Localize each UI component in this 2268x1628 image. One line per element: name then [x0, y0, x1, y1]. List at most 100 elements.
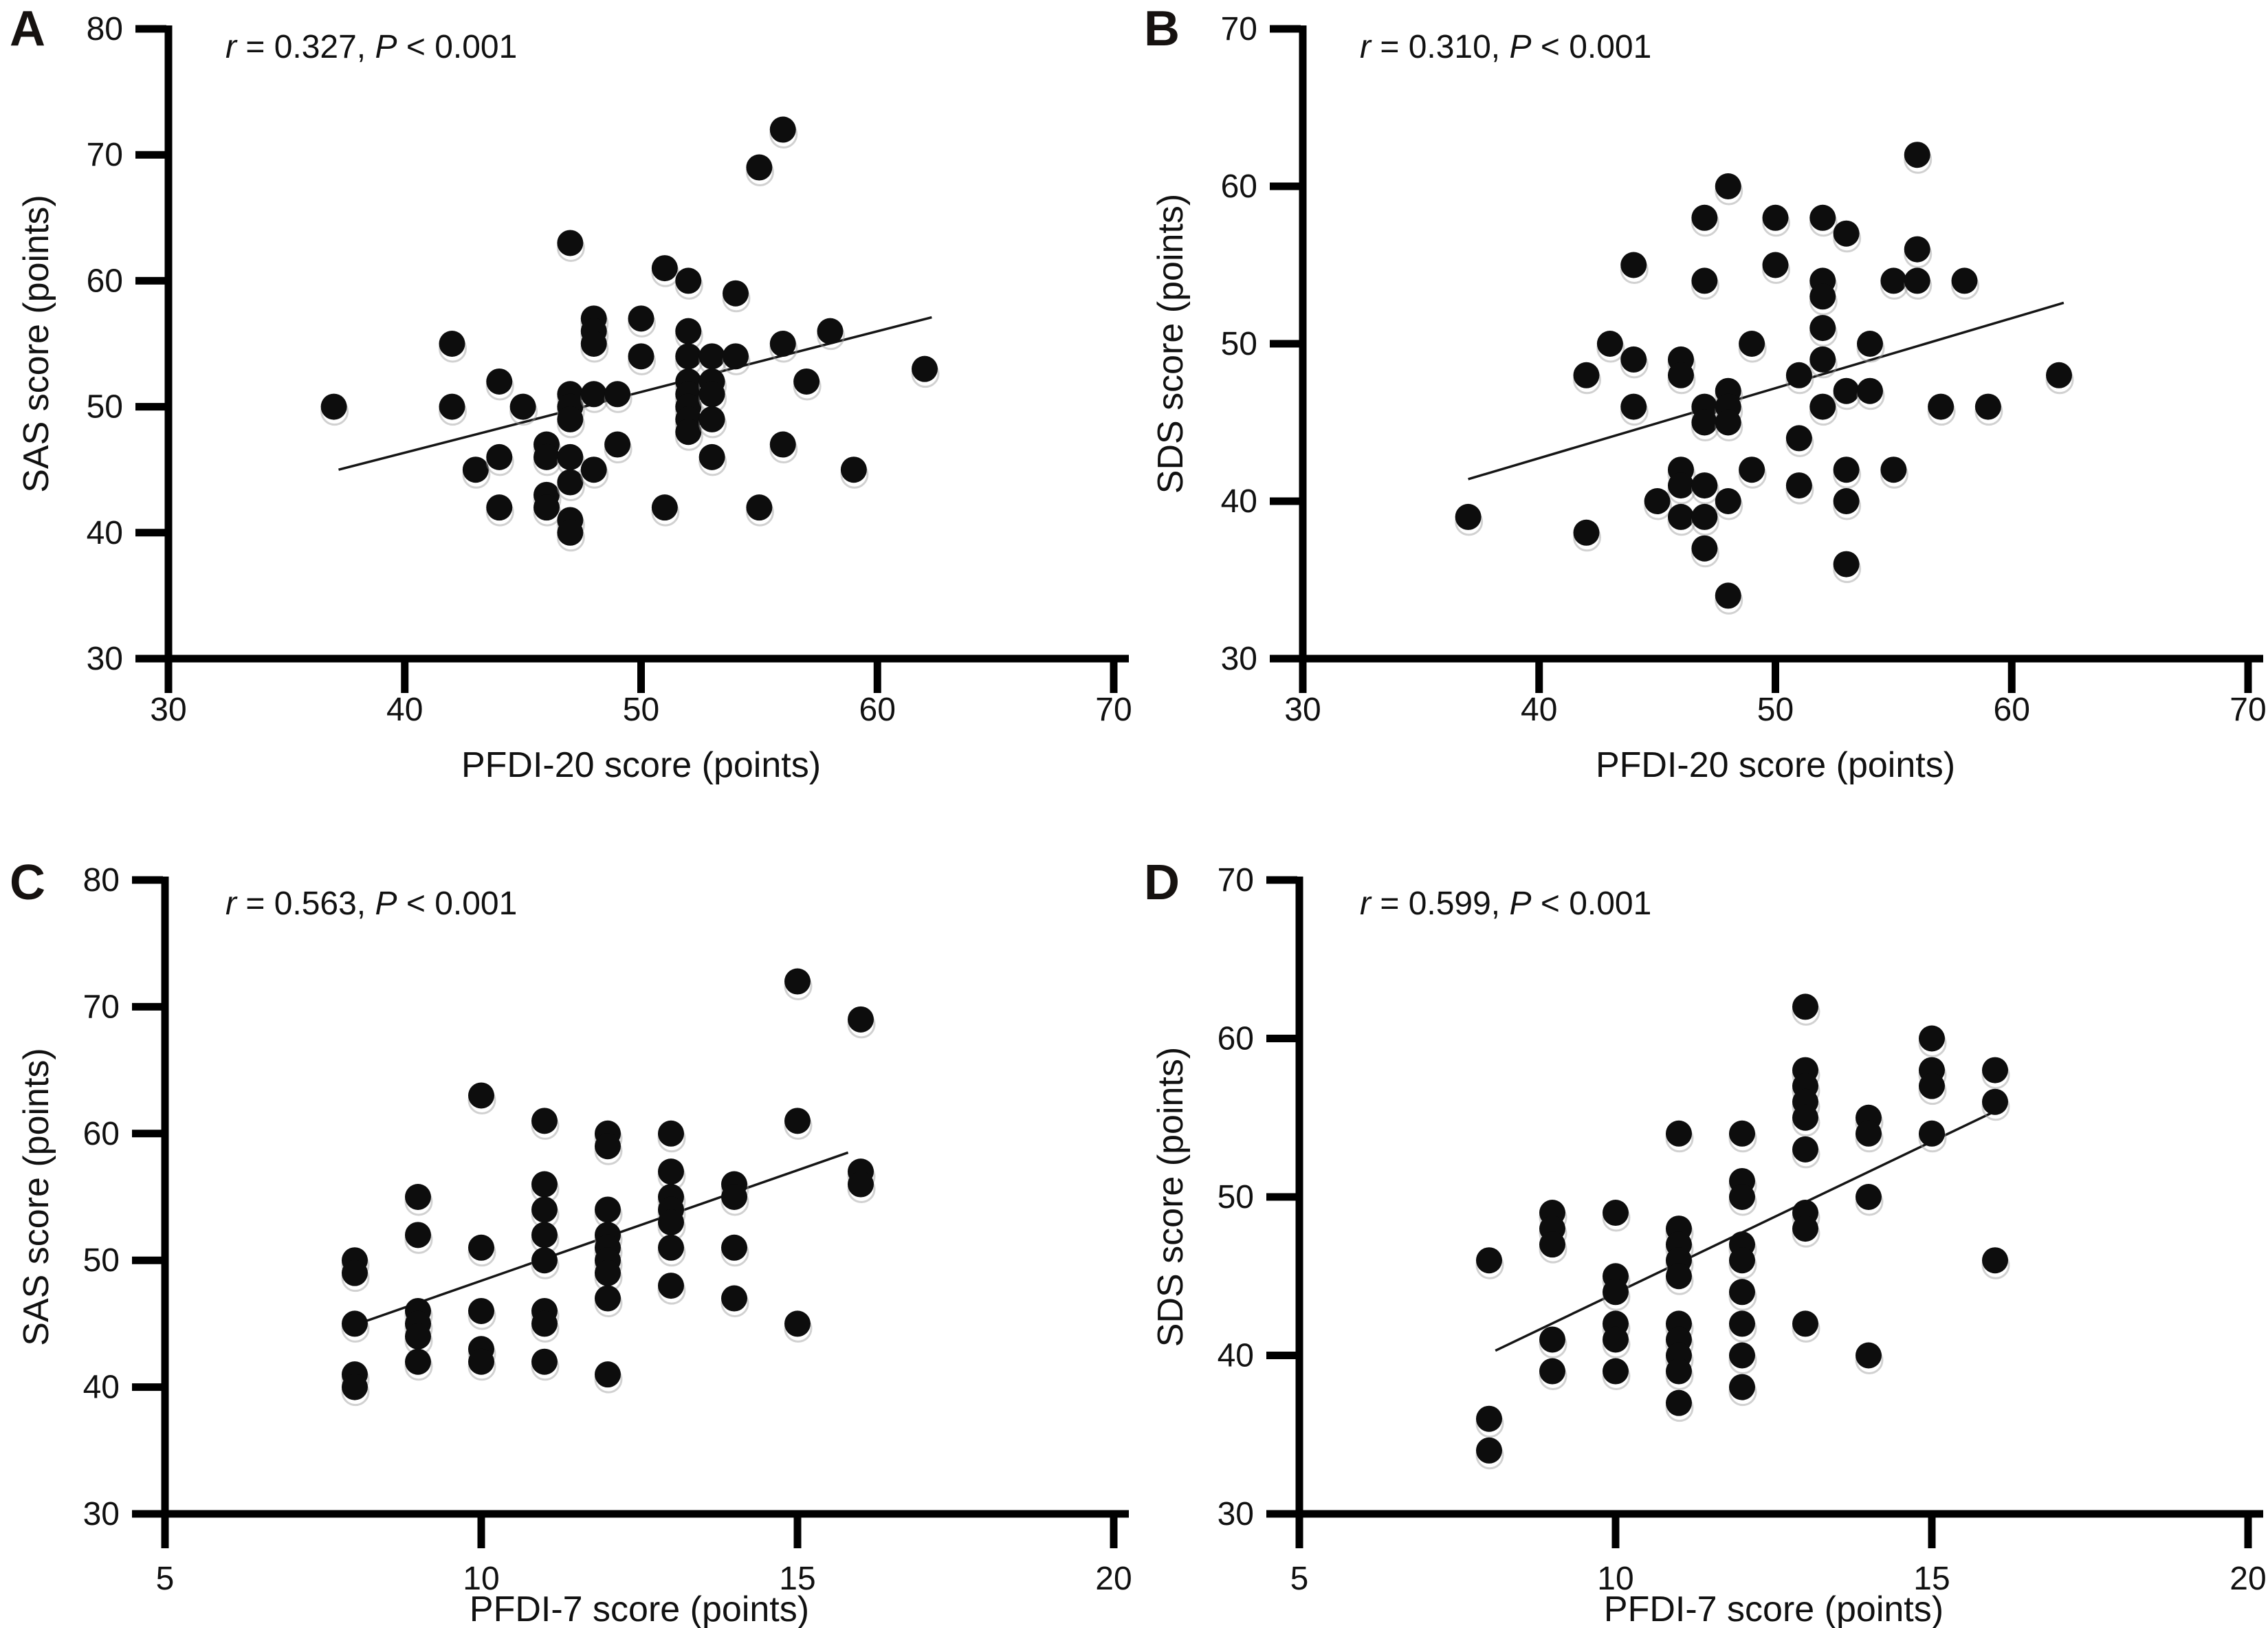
x-tick-label: 60	[1994, 692, 2030, 728]
scatter-point	[405, 1184, 431, 1210]
y-tick-label: 80	[83, 862, 120, 899]
scatter-point	[595, 1260, 621, 1286]
scatter-point	[557, 519, 584, 546]
y-tick-label: 40	[1221, 483, 1257, 520]
scatter-point	[439, 331, 465, 357]
scatter-point	[698, 343, 725, 370]
y-tick-label: 50	[1221, 326, 1257, 362]
scatter-point	[468, 1348, 494, 1375]
scatter-point	[1785, 362, 1812, 388]
x-axis-title: PFDI-7 score (points)	[1604, 1590, 1944, 1628]
scatter-point	[580, 456, 607, 483]
y-tick-label: 70	[87, 137, 123, 173]
scatter-point	[1691, 503, 1718, 530]
scatter-point	[1539, 1231, 1565, 1258]
scatter-point	[1833, 220, 1860, 247]
scatter-point	[1668, 472, 1694, 499]
scatter-point	[1620, 346, 1647, 373]
scatter-point	[468, 1234, 494, 1261]
scatter-point	[848, 1171, 874, 1198]
scatter-point	[1809, 315, 1836, 342]
x-tick-label: 40	[386, 692, 423, 728]
scatter-point	[817, 318, 844, 344]
scatter-point	[1856, 1120, 1882, 1147]
scatter-point	[580, 381, 607, 408]
scatter-point	[1792, 1104, 1818, 1131]
scatter-point	[793, 368, 820, 395]
correlation-annotation: r = 0.310, P < 0.001	[1360, 29, 1651, 65]
scatter-point	[1785, 472, 1812, 499]
scatter-point	[468, 1297, 494, 1324]
x-tick-label: 5	[156, 1561, 175, 1597]
x-tick-label: 10	[463, 1561, 499, 1597]
y-tick-label: 40	[1218, 1338, 1254, 1374]
scatter-point	[784, 968, 811, 995]
x-tick-label: 50	[623, 692, 659, 728]
y-tick-label: 60	[87, 263, 123, 299]
scatter-point	[1833, 456, 1860, 483]
x-tick-label: 40	[1521, 692, 1557, 728]
x-tick-label: 15	[1913, 1561, 1950, 1597]
x-tick-label: 15	[779, 1561, 815, 1597]
y-tick-label: 70	[1218, 862, 1254, 899]
scatter-point	[1857, 377, 1883, 404]
panel-b: B 30 40 50 60 70 30 40 50 60 70 SDS score (points)…	[1134, 0, 2268, 814]
x-tick-label: 70	[1095, 692, 1132, 728]
y-axis-title: SDS score (points)	[1151, 194, 1191, 494]
y-tick-label: 80	[87, 11, 123, 47]
correlation-annotation: r = 0.327, P < 0.001	[225, 29, 517, 65]
y-tick-label: 30	[1218, 1496, 1254, 1532]
scatter-point	[1809, 283, 1836, 310]
scatter-point	[1603, 1326, 1629, 1353]
scatter-point	[1856, 1184, 1882, 1210]
scatter-point	[1928, 393, 1955, 420]
scatter-point	[1603, 1200, 1629, 1226]
scatter-point	[912, 355, 938, 382]
panel-d: D 30 40 50 60 70 5 10 15 20 SDS score (points) PFD…	[1134, 814, 2268, 1628]
scatter-point	[1715, 173, 1741, 199]
scatter-point	[1792, 1310, 1818, 1337]
scatter-point	[723, 343, 749, 370]
scatter-point	[1951, 267, 1978, 294]
scatter-point	[405, 1348, 431, 1375]
scatter-point	[1573, 362, 1600, 388]
scatter-point	[557, 443, 584, 470]
scatter-point	[658, 1209, 684, 1235]
scatter-point	[1603, 1279, 1629, 1306]
y-axis-title: SAS score (points)	[16, 195, 56, 493]
x-tick-label: 10	[1597, 1561, 1633, 1597]
scatter-point	[784, 1310, 811, 1337]
scatter-point	[320, 393, 347, 420]
scatter-point	[531, 1348, 558, 1375]
scatter-point	[1792, 993, 1818, 1020]
scatter-point	[1729, 1279, 1755, 1306]
correlation-annotation: r = 0.563, P < 0.001	[225, 886, 517, 922]
y-tick-label: 30	[87, 641, 123, 677]
scatter-point	[1856, 1342, 1882, 1369]
scatter-point	[1668, 503, 1694, 530]
panel-a: A 30 40 50 60 70 80 30 40 50 60 70 SAS score (point…	[0, 0, 1134, 814]
scatter-point	[1982, 1057, 2008, 1084]
scatter-point	[1644, 488, 1671, 514]
scatter-point	[405, 1323, 431, 1350]
scatter-point	[1476, 1437, 1502, 1464]
scatter-point	[604, 431, 631, 458]
scatter-point	[628, 305, 654, 332]
scatter-point	[1809, 393, 1836, 420]
scatter-point	[1729, 1310, 1755, 1337]
panel-label-b: B	[1144, 1, 1180, 56]
scatter-point	[1904, 236, 1930, 263]
scatter-point	[769, 331, 796, 357]
scatter-point	[509, 393, 536, 420]
scatter-point	[675, 267, 702, 294]
x-axis-title: PFDI-20 score (points)	[1596, 745, 1955, 785]
scatter-point	[848, 1006, 874, 1033]
scatter-point	[658, 1273, 684, 1299]
scatter-point	[1666, 1389, 1692, 1416]
scatter-point	[1792, 1136, 1818, 1163]
y-tick-label: 50	[1218, 1179, 1254, 1216]
scatter-point	[1729, 1342, 1755, 1369]
scatter-point	[1715, 409, 1741, 436]
y-tick-label: 40	[87, 515, 123, 551]
